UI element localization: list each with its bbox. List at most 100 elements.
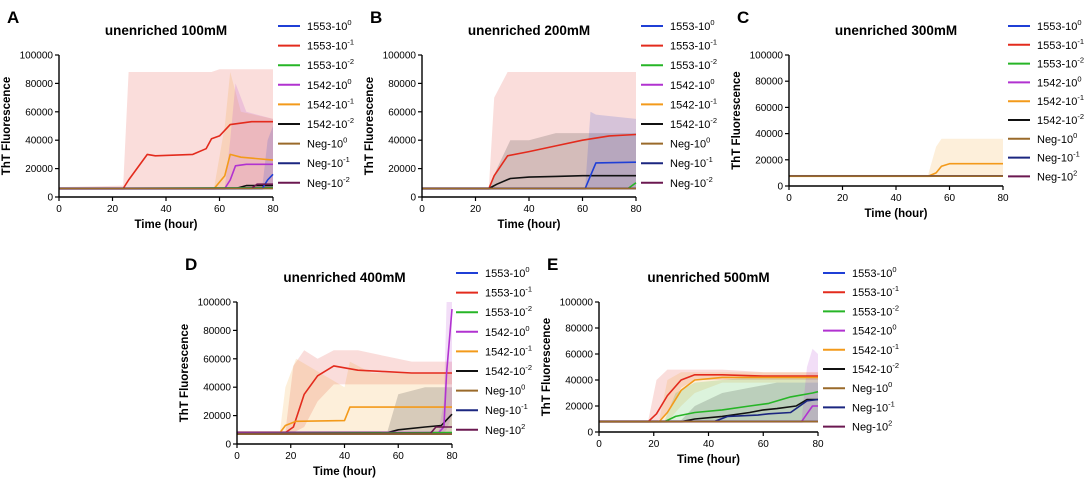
legend-label-base: Neg-10 [1037, 171, 1073, 183]
y-tick-label: 40000 [25, 136, 53, 147]
legend-label: 1542-100 [670, 77, 715, 92]
x-tick-label: 20 [285, 451, 297, 462]
legend-label: 1542-10-2 [670, 116, 717, 131]
legend-label-exponent: 0 [706, 136, 710, 145]
x-tick-label: 60 [944, 193, 956, 204]
y-tick-label: 0 [47, 193, 53, 204]
legend-label-exponent: -2 [710, 57, 717, 66]
legend-label-base: 1553-10 [670, 21, 710, 33]
legend-label: 1553-100 [670, 18, 715, 33]
legend-label-exponent: -2 [525, 363, 532, 372]
legend-label: Neg-100 [1037, 131, 1077, 146]
legend-label-base: Neg-10 [485, 386, 521, 398]
legend-label-base: Neg-10 [307, 139, 343, 151]
legend-label-exponent: -1 [710, 38, 717, 47]
legend-label: Neg-10-2 [307, 175, 350, 190]
y-tick-label: 0 [225, 440, 231, 451]
y-tick-label: 100000 [383, 51, 417, 62]
series-band [59, 83, 273, 190]
series-band [789, 138, 1003, 178]
x-tick-label: 40 [703, 439, 715, 450]
legend-label-exponent: -1 [1077, 93, 1084, 102]
legend-label-exponent: 0 [521, 383, 525, 392]
legend-label-exponent: -2 [710, 116, 717, 125]
legend-label-exponent: -1 [343, 155, 350, 164]
legend-label-exponent: -1 [892, 284, 899, 293]
y-axis-label: ThT Fluorescence [179, 324, 191, 422]
y-axis-label: ThT Fluorescence [1, 77, 13, 175]
x-axis-label: Time (hour) [313, 466, 376, 478]
y-tick-label: 40000 [203, 383, 231, 394]
x-axis-label: Time (hour) [497, 219, 560, 231]
legend-label-exponent: -2 [1077, 112, 1084, 121]
x-axis-label: Time (hour) [864, 208, 927, 220]
legend-label: Neg-10-1 [1037, 150, 1080, 165]
panel-letter: E [547, 255, 558, 274]
legend-label-base: 1553-10 [852, 306, 892, 318]
legend-label: 1542-100 [1037, 74, 1082, 89]
legend-label: 1553-10-2 [1037, 56, 1084, 71]
legend-label-exponent: 0 [343, 136, 347, 145]
series-line [599, 374, 818, 423]
legend-label: Neg-100 [485, 383, 525, 398]
legend-label-exponent: 2 [888, 419, 892, 428]
legend-label-base: Neg-10 [307, 178, 343, 190]
legend-label-base: Neg-10 [670, 158, 706, 170]
y-tick-label: 0 [777, 182, 783, 193]
chart-title: unenriched 400mM [283, 270, 405, 285]
y-tick-label: 80000 [565, 324, 593, 335]
legend-label-exponent: 0 [525, 324, 529, 333]
x-tick-label: 0 [596, 439, 602, 450]
x-tick-label: 40 [339, 451, 351, 462]
legend-label-base: 1553-10 [1037, 21, 1077, 33]
series-band [599, 377, 818, 423]
series-band [59, 72, 273, 190]
legend-label-base: 1553-10 [307, 21, 347, 33]
legend-label-exponent: 0 [710, 77, 714, 86]
legend-label: Neg-10-1 [670, 155, 713, 170]
y-tick-label: 100000 [560, 298, 594, 309]
y-tick-label: 100000 [750, 51, 784, 62]
legend-label-exponent: -1 [1077, 37, 1084, 46]
legend-label: 1542-10-2 [307, 116, 354, 131]
series-band [237, 387, 452, 435]
legend-label-base: 1542-10 [485, 346, 525, 358]
y-axis-label: ThT Fluorescence [731, 71, 743, 169]
legend-label-base: 1553-10 [485, 288, 525, 300]
legend-label-exponent: -2 [1077, 56, 1084, 65]
x-tick-label: 20 [107, 204, 119, 215]
legend-label: Neg-100 [307, 136, 347, 151]
x-tick-label: 40 [523, 204, 535, 215]
y-tick-label: 80000 [388, 79, 416, 90]
legend-label-exponent: 2 [1073, 168, 1077, 177]
legend-label-base: 1553-10 [485, 268, 525, 280]
legend-label-exponent: 0 [347, 77, 351, 86]
legend-label-exponent: -1 [710, 96, 717, 105]
panel-letter: D [185, 255, 197, 274]
legend-label-base: 1553-10 [1037, 59, 1077, 71]
series-line [59, 120, 273, 190]
x-tick-label: 60 [393, 451, 405, 462]
legend-label-exponent: -1 [521, 402, 528, 411]
legend-label: 1542-10-1 [670, 96, 717, 111]
legend-label-base: 1553-10 [670, 41, 710, 53]
y-tick-label: 20000 [565, 402, 593, 413]
legend-label-base: 1542-10 [307, 80, 347, 92]
x-tick-label: 20 [648, 439, 660, 450]
legend-label-base: 1542-10 [670, 99, 710, 111]
legend-label-base: Neg-10 [1037, 134, 1073, 146]
legend-label: 1542-10-1 [307, 96, 354, 111]
y-tick-label: 100000 [20, 51, 54, 62]
legend-label-exponent: 0 [892, 265, 896, 274]
legend-label-base: 1553-10 [670, 60, 710, 72]
legend-label-base: 1542-10 [485, 327, 525, 339]
x-tick-label: 60 [214, 204, 226, 215]
x-tick-label: 0 [234, 451, 240, 462]
legend-label-exponent: -2 [525, 304, 532, 313]
legend-label: Neg-102 [852, 419, 892, 434]
legend-label: Neg-100 [670, 136, 710, 151]
legend-label: Neg-102 [485, 422, 525, 437]
legend-label-exponent: 0 [710, 18, 714, 27]
